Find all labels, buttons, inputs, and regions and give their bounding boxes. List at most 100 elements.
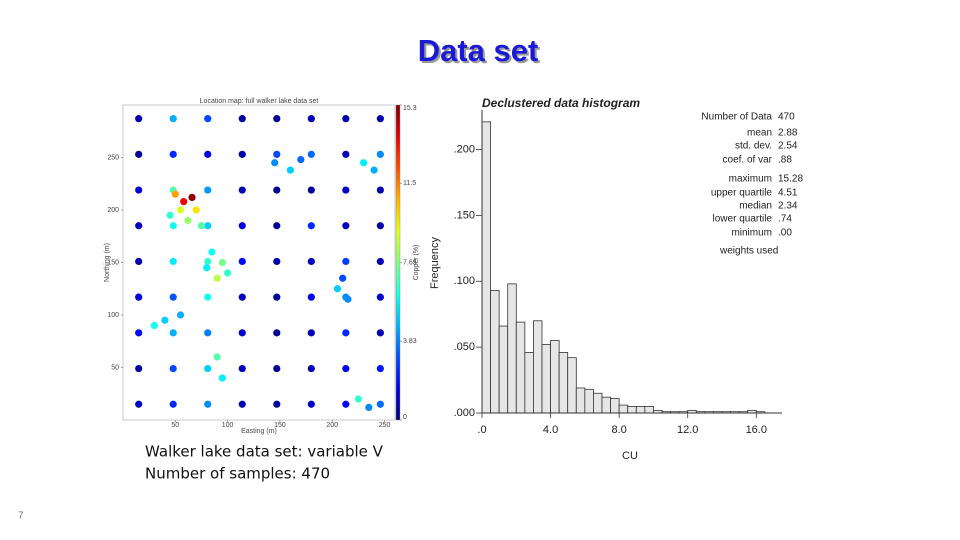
sample-point — [342, 150, 350, 158]
colorbar-tick-label: 0 — [403, 414, 407, 421]
sample-point — [273, 186, 281, 194]
sample-point — [307, 115, 315, 123]
sample-point — [169, 257, 177, 266]
sample-point — [204, 257, 212, 266]
y-tick-label: .200 — [454, 143, 475, 155]
histogram-bar — [498, 325, 509, 414]
sample-point — [273, 400, 281, 408]
histogram-bar — [558, 351, 569, 414]
y-axis-label: Northing (m) — [104, 243, 111, 282]
sample-point — [273, 150, 281, 158]
x-tick-label: 8.0 — [611, 424, 626, 436]
sample-point — [360, 159, 368, 167]
sample-point — [192, 206, 200, 214]
sample-point — [238, 400, 246, 408]
sample-point — [307, 293, 315, 301]
sample-point — [176, 311, 185, 319]
y-tick-label: .000 — [454, 407, 475, 419]
caption-line: Number of samples: 470 — [145, 465, 330, 483]
sample-point — [169, 329, 177, 337]
sample-point — [203, 264, 211, 272]
sample-point — [224, 269, 232, 277]
histogram-bar — [627, 406, 637, 414]
sample-point — [180, 198, 188, 206]
colorbar-label: Copper (%) — [413, 245, 420, 281]
sample-point — [169, 222, 177, 230]
sample-point — [376, 364, 384, 373]
histogram-bar — [584, 388, 594, 414]
sample-point — [176, 206, 185, 214]
sample-point — [213, 353, 221, 361]
stat-label: median — [739, 201, 772, 212]
colorbar-tick-label: 7.65 — [403, 259, 417, 266]
histogram-bar — [567, 357, 577, 414]
stat-note: weights used — [719, 246, 778, 257]
sample-point — [208, 248, 216, 256]
stat-label: maximum — [729, 174, 772, 185]
sample-point — [166, 211, 174, 219]
sample-point — [286, 166, 294, 174]
sample-point — [354, 395, 362, 403]
sample-point — [365, 403, 373, 411]
sample-point — [161, 316, 169, 324]
y-tick-label: 200 — [107, 207, 119, 214]
sample-point — [370, 166, 378, 174]
stat-label: lower quartile — [713, 214, 773, 225]
colorbar-tick-label: 15.3 — [403, 105, 417, 112]
stat-value: .88 — [778, 155, 792, 166]
sample-point — [169, 364, 177, 373]
sample-point — [204, 400, 212, 408]
sample-point — [273, 222, 281, 230]
sample-point — [135, 257, 143, 266]
sample-point — [273, 257, 281, 266]
sample-point — [307, 400, 315, 408]
histogram-bar — [533, 320, 543, 414]
stat-value: 2.54 — [778, 141, 798, 152]
sample-point — [204, 293, 212, 301]
sample-point — [238, 293, 246, 301]
sample-point — [342, 115, 350, 123]
stat-value: .74 — [778, 214, 792, 225]
sample-point — [307, 186, 315, 194]
histogram-bar — [481, 121, 491, 414]
sample-point — [376, 329, 384, 337]
sample-point — [339, 274, 347, 282]
sample-point — [273, 329, 281, 337]
sample-point — [169, 400, 177, 408]
sample-point — [135, 115, 143, 123]
sample-point — [169, 115, 177, 123]
sample-point — [342, 364, 350, 373]
sample-point — [238, 364, 246, 373]
sample-point — [204, 222, 212, 230]
sample-point — [273, 115, 281, 123]
sample-point — [135, 364, 143, 373]
histogram-bar — [490, 290, 500, 414]
sample-point — [342, 186, 350, 194]
slide-title: Data set — [418, 33, 539, 68]
sample-point — [197, 222, 206, 230]
sample-point — [344, 295, 352, 303]
sample-point — [188, 193, 196, 201]
x-axis-label: CU — [622, 450, 638, 462]
y-tick-label: .150 — [454, 209, 475, 221]
y-tick-label: 50 — [111, 364, 119, 371]
stat-label: upper quartile — [711, 188, 773, 199]
sample-point — [333, 285, 342, 293]
sample-point — [218, 374, 226, 382]
sample-point — [218, 258, 226, 267]
sample-point — [184, 216, 192, 225]
y-tick-label: 150 — [107, 259, 119, 266]
stat-value: 2.34 — [778, 201, 798, 212]
x-tick-label: 250 — [379, 422, 391, 429]
sample-point — [238, 150, 246, 158]
histogram-bar — [541, 344, 551, 414]
sample-point — [135, 222, 143, 230]
sample-point — [171, 190, 179, 198]
sample-point — [376, 400, 384, 408]
sample-point — [342, 400, 350, 408]
map-title: Location map: full walker lake data set — [200, 98, 319, 105]
sample-point — [135, 293, 143, 301]
x-tick-label: 150 — [274, 422, 286, 429]
x-tick-label: 16.0 — [746, 424, 767, 436]
